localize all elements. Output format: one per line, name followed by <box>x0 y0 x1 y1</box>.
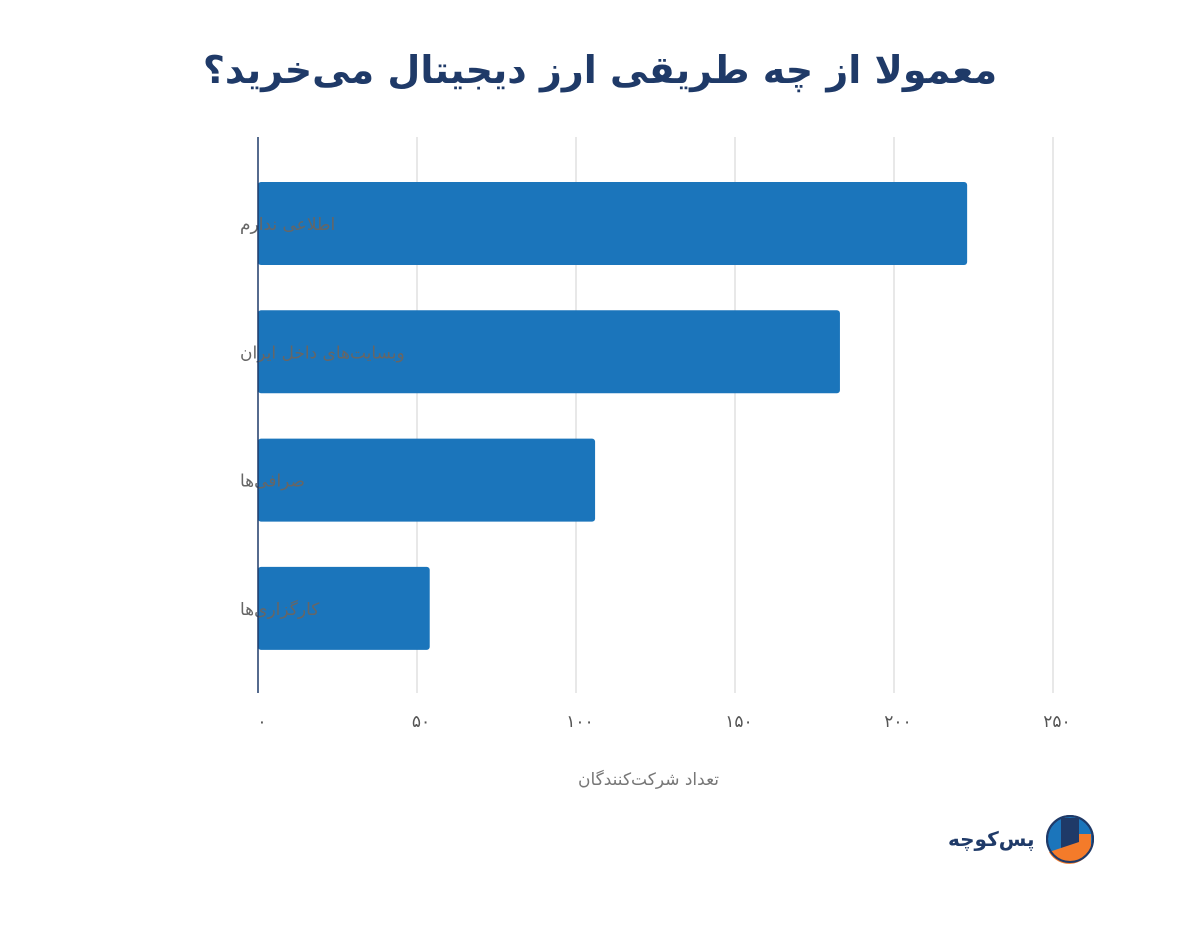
bar <box>258 310 840 394</box>
chart-title: معمولا از چه طریقی ارز دیجیتال می‌خرید؟ <box>202 48 998 92</box>
category-label: کارگزاری‌ها <box>240 599 320 620</box>
brand-logo-icon <box>1045 815 1094 864</box>
x-tick-label: ۲۵۰ <box>1043 712 1070 732</box>
brand-name: پس‌کوچه <box>948 827 1035 851</box>
category-label: صرافی‌ها <box>240 472 305 492</box>
x-tick-label: ۵۰ <box>412 712 430 732</box>
bar <box>258 438 596 522</box>
category-label: اطلاعی ندارم <box>240 215 335 235</box>
brand-logo: پس‌کوچه <box>948 814 1095 864</box>
bar <box>258 182 968 265</box>
x-tick-label: ۱۵۰ <box>725 712 752 732</box>
bar <box>258 566 430 650</box>
x-axis-label: تعداد شرکت‌کنندگان <box>578 770 719 790</box>
x-tick-label: ۲۰۰ <box>884 712 911 732</box>
bar-chart: ۰ ۵۰ ۱۰۰ ۱۵۰ ۲۰۰ ۲۵۰ اطلاعی ندارم وبسایت‌های دا… <box>240 137 1071 732</box>
category-label: وبسایت‌های داخل ایران <box>240 343 405 363</box>
x-tick-label: ۱۰۰ <box>566 712 593 732</box>
x-tick-label: ۰ <box>257 712 266 732</box>
